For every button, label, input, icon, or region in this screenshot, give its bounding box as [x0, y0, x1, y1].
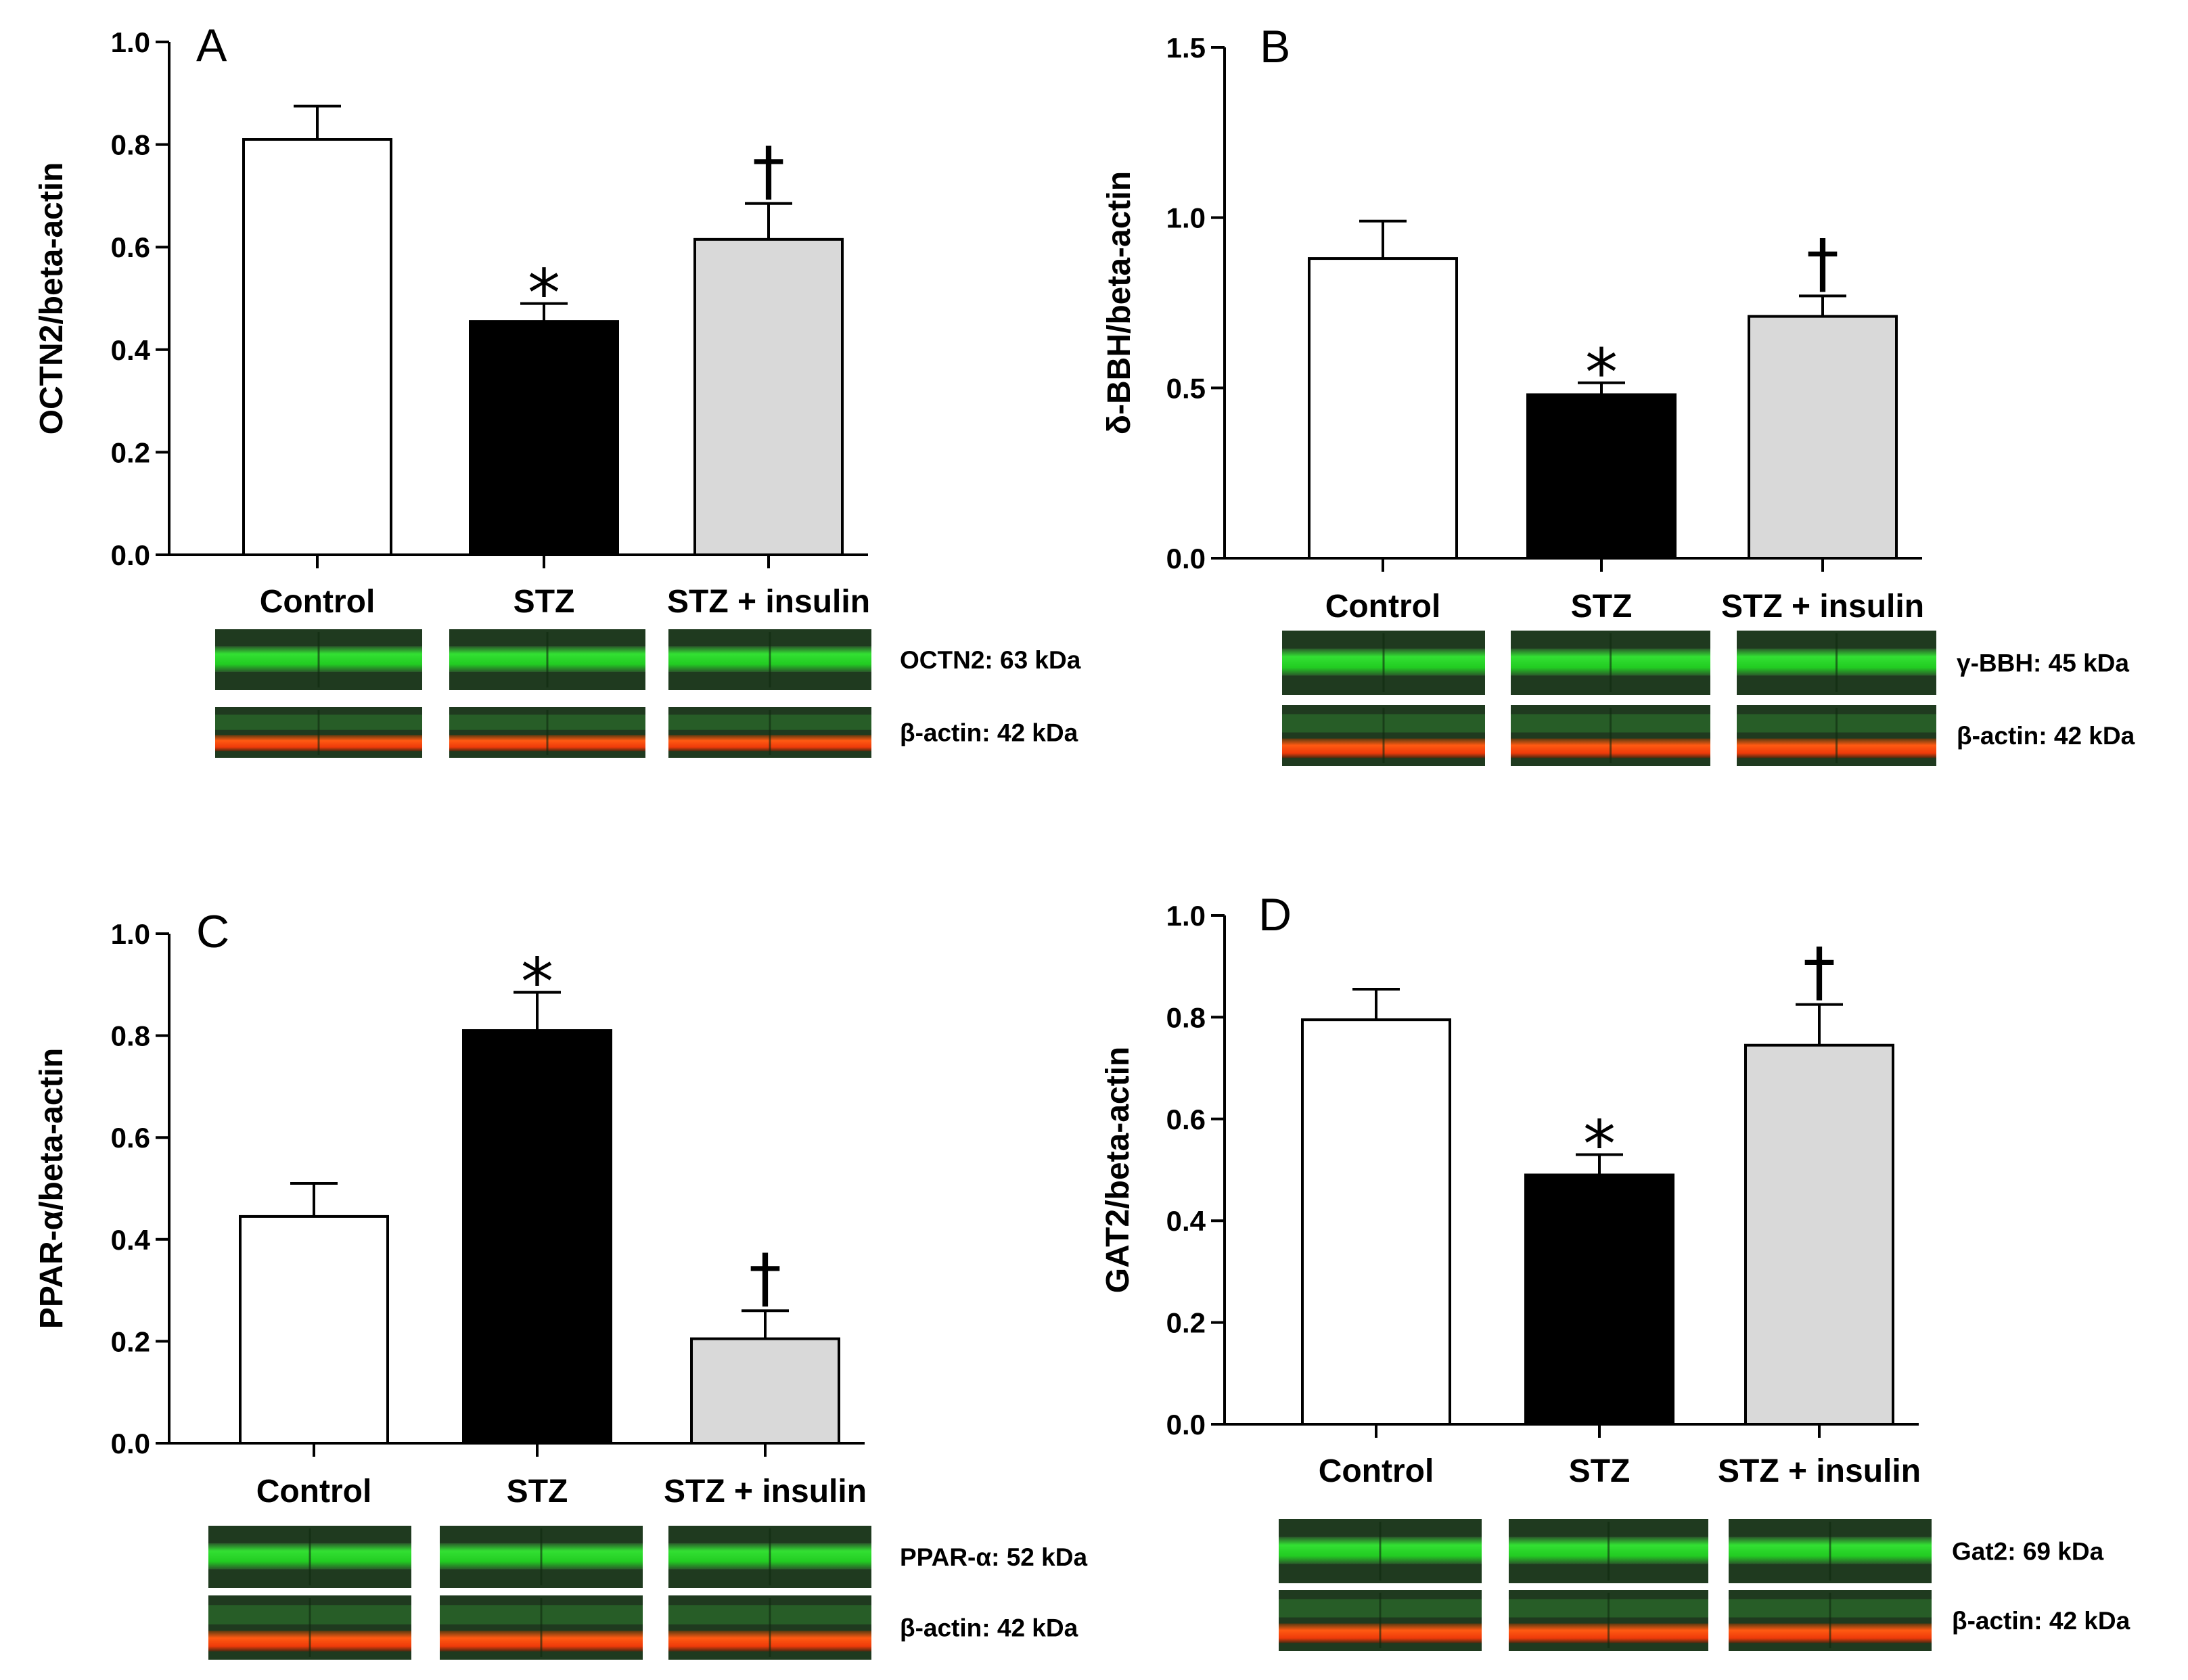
blot-strip	[1511, 631, 1710, 695]
significance-asterisk: *	[1583, 1106, 1616, 1182]
y-tick-label: 0.8	[1166, 1001, 1206, 1033]
y-tick-label: 0.6	[111, 231, 150, 263]
panel-letter: B	[1260, 21, 1290, 72]
y-tick-label: 0.4	[1166, 1205, 1206, 1237]
panel-d: 0.0 0.2 0.4 0.6 0.8 1.0 GAT2/beta-actin D Contro…	[1100, 889, 2130, 1651]
y-tick-label: 0.0	[111, 1428, 150, 1459]
x-category-label: Control	[1319, 1453, 1434, 1489]
blot-strip	[1737, 631, 1936, 695]
x-category-label: STZ	[1571, 589, 1633, 625]
blot-strip	[1511, 705, 1710, 766]
blot-label: PPAR-α: 52 kDa	[900, 1543, 1087, 1571]
y-tick-label: 1.0	[1166, 900, 1206, 932]
blot-label: β-actin: 42 kDa	[1952, 1607, 2130, 1635]
blot-strip	[1282, 705, 1485, 766]
blot-strip	[1282, 631, 1485, 695]
blot-strip	[215, 707, 422, 758]
blot-strip	[449, 629, 645, 690]
significance-dagger: †	[1803, 934, 1836, 1010]
y-tick-label: 0.0	[1166, 1409, 1206, 1440]
blot-strip	[668, 1526, 871, 1588]
y-tick-label: 0.8	[111, 1020, 150, 1052]
y-tick-label: 0.2	[111, 1325, 150, 1357]
x-category-label: STZ + insulin	[1718, 1453, 1921, 1489]
bar-control	[1301, 1018, 1451, 1426]
blot-strip	[1737, 705, 1936, 766]
panel-c: 0.0 0.2 0.4 0.6 0.8 1.0 PPAR-α/beta-actin C Cont…	[34, 906, 1087, 1660]
blot-strip	[1729, 1519, 1932, 1583]
blot-label: γ-BBH: 45 kDa	[1957, 650, 2129, 677]
blot-strip	[1279, 1590, 1482, 1651]
bar-stz	[462, 1029, 612, 1445]
y-tick-label: 0.4	[111, 334, 151, 366]
bar-stz-insulin	[690, 1337, 840, 1445]
x-category-label: Control	[260, 584, 375, 620]
bar-stz-insulin	[1748, 315, 1898, 560]
y-tick-label: 0.2	[111, 436, 150, 468]
y-tick-label: 0.2	[1166, 1307, 1206, 1339]
y-tick-label: 0.6	[111, 1122, 150, 1154]
blot-strip	[1509, 1590, 1708, 1651]
y-tick-label: 0.8	[111, 129, 150, 161]
y-axis-title: PPAR-α/beta-actin	[34, 1048, 70, 1329]
significance-asterisk: *	[1585, 335, 1618, 411]
panel-letter: A	[196, 20, 227, 71]
significance-dagger: †	[749, 1240, 781, 1316]
y-tick-label: 1.0	[111, 26, 150, 58]
blot-strip	[215, 629, 422, 690]
blot-strip	[208, 1526, 411, 1588]
y-tick-label: 1.5	[1166, 32, 1206, 64]
x-category-label: Control	[1325, 589, 1441, 625]
blot-strip	[1279, 1519, 1482, 1583]
panel-a: 0.0 0.2 0.4 0.6 0.8 1.0 OCTN2/beta-actin A Contr…	[34, 20, 1081, 758]
x-category-label: STZ	[507, 1474, 568, 1509]
bar-stz	[1526, 393, 1677, 560]
y-tick-label: 0.6	[1166, 1104, 1206, 1135]
blot-strip	[449, 707, 645, 758]
blot-strip	[668, 707, 871, 758]
x-category-label: STZ	[1569, 1453, 1631, 1489]
significance-asterisk: *	[528, 256, 560, 332]
y-axis-title: OCTN2/beta-actin	[34, 162, 70, 435]
blot-strip	[668, 629, 871, 690]
blot-label: Gat2: 69 kDa	[1952, 1538, 2104, 1566]
bar-stz	[469, 320, 619, 556]
y-tick-label: 0.0	[111, 539, 150, 571]
y-axis-title: δ-BBH/beta-actin	[1101, 171, 1137, 434]
y-axis-title: GAT2/beta-actin	[1100, 1047, 1136, 1294]
bar-control	[239, 1214, 389, 1445]
y-tick-label: 1.0	[1166, 202, 1206, 234]
blot-label: β-actin: 42 kDa	[1957, 722, 2135, 750]
x-category-label: Control	[256, 1474, 372, 1509]
blot-strip	[208, 1595, 411, 1660]
blot-strip	[668, 1595, 871, 1660]
x-category-label: STZ	[514, 584, 575, 620]
blot-label: β-actin: 42 kDa	[900, 1614, 1078, 1642]
blot-strip	[1729, 1590, 1932, 1651]
bar-stz-insulin	[693, 237, 844, 556]
x-category-label: STZ + insulin	[1721, 589, 1924, 625]
bar-control	[242, 138, 392, 556]
significance-asterisk: *	[521, 945, 553, 1020]
blot-label: OCTN2: 63 kDa	[900, 646, 1081, 674]
y-tick-label: 0.5	[1166, 372, 1206, 404]
panel-letter: D	[1258, 889, 1292, 940]
blot-strip	[440, 1526, 643, 1588]
blot-label: β-actin: 42 kDa	[900, 719, 1078, 747]
bar-control	[1308, 257, 1458, 560]
y-tick-label: 0.4	[111, 1224, 151, 1256]
significance-dagger: †	[752, 133, 785, 209]
blot-strip	[440, 1595, 643, 1660]
y-tick-label: 1.0	[111, 918, 150, 950]
blot-strip	[1509, 1519, 1708, 1583]
x-category-label: STZ + insulin	[667, 584, 870, 620]
panel-letter: C	[196, 906, 229, 957]
bar-stz	[1524, 1173, 1674, 1426]
y-tick-label: 0.0	[1166, 543, 1206, 574]
significance-dagger: †	[1806, 225, 1839, 301]
panel-b: 0.0 0.5 1.0 1.5 δ-BBH/beta-actin B Control STZ *…	[1101, 21, 2135, 766]
bar-stz-insulin	[1744, 1043, 1894, 1426]
x-category-label: STZ + insulin	[664, 1474, 867, 1509]
